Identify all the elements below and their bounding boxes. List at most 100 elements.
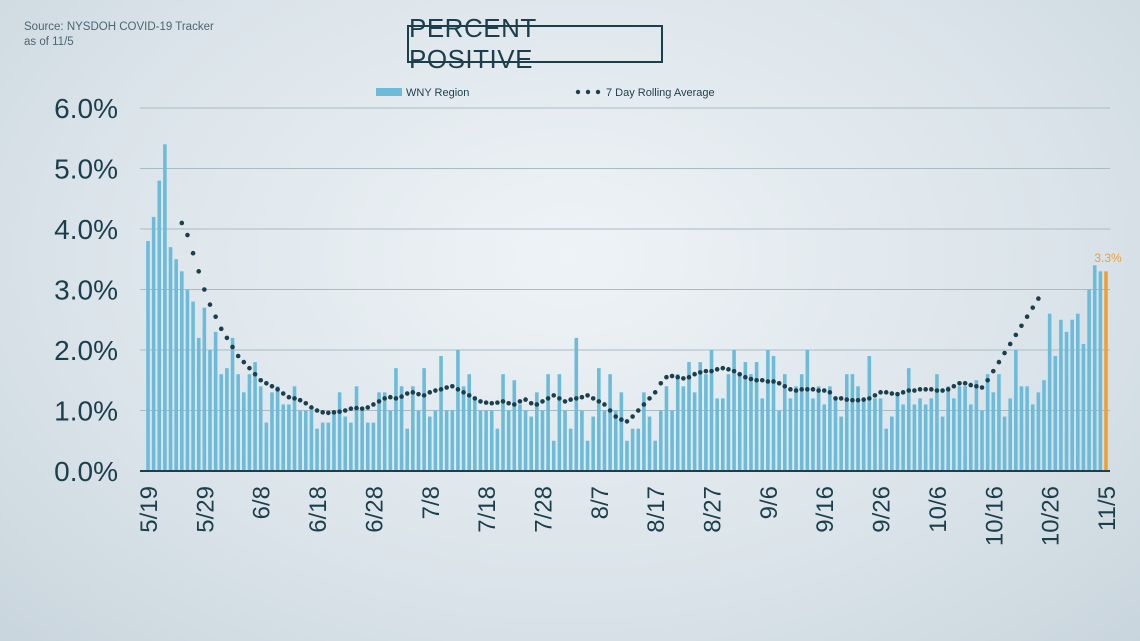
bar [613, 410, 618, 471]
bar [309, 410, 314, 471]
rolling-average-point [692, 371, 697, 377]
rolling-average-point [517, 399, 523, 404]
bar [630, 428, 635, 471]
bar [196, 337, 201, 471]
bar [912, 404, 917, 471]
rolling-average-point [1002, 350, 1007, 356]
bar [760, 398, 765, 471]
bar [506, 410, 511, 471]
rolling-average-point [675, 374, 681, 380]
rolling-average-point [703, 368, 709, 374]
rolling-average-point [534, 402, 540, 407]
y-tick-label: 0.0% [54, 456, 118, 487]
bar [805, 350, 810, 471]
bar [715, 398, 719, 471]
bar [382, 392, 387, 471]
bar [670, 410, 674, 471]
bar [732, 350, 736, 471]
bar [450, 410, 455, 471]
bar [1098, 271, 1103, 471]
x-tick-label: 10/6 [925, 486, 952, 533]
bar [901, 404, 905, 471]
bar [957, 386, 962, 471]
bar [1002, 416, 1007, 471]
bar [439, 356, 443, 471]
bar [1042, 380, 1046, 471]
rolling-average-point [805, 387, 810, 392]
x-tick-label: 7/28 [530, 486, 557, 533]
bar [535, 392, 539, 471]
rolling-average-point [833, 396, 838, 401]
rolling-average-point [635, 408, 641, 413]
rolling-average-point [511, 402, 517, 407]
bar [721, 398, 725, 471]
legend-label-wny: WNY Region [406, 87, 469, 99]
rolling-average-point [613, 414, 619, 419]
bar [692, 392, 697, 471]
legend: WNY Region 7 Day Rolling Average [376, 87, 715, 99]
rolling-average-point [714, 367, 720, 372]
rolling-average-point [331, 410, 337, 415]
bar [512, 380, 517, 471]
bar [242, 392, 246, 471]
x-tick-label: 9/16 [812, 486, 839, 533]
bar [580, 410, 584, 471]
rolling-average-point [303, 400, 309, 406]
rolling-average-point [765, 379, 771, 384]
bar [873, 398, 877, 471]
rolling-average-point [861, 397, 866, 402]
bar [833, 398, 838, 471]
bar [230, 337, 235, 471]
bar [726, 374, 731, 471]
bar [664, 386, 669, 471]
x-tick-label: 11/5 [1094, 486, 1121, 531]
gridlines [140, 107, 1110, 411]
rolling-average-point [292, 396, 297, 401]
rolling-average-point [968, 382, 974, 388]
bar [788, 398, 793, 471]
rolling-average-point [478, 399, 483, 404]
rolling-average-point [630, 414, 635, 419]
rolling-average-point [573, 396, 579, 401]
bar [568, 428, 573, 471]
bar [456, 350, 460, 471]
rolling-average-point [207, 302, 213, 307]
rolling-average-point [264, 380, 269, 386]
bar [647, 416, 652, 471]
rolling-average-point [247, 365, 252, 371]
bar [709, 350, 714, 471]
bar [163, 144, 167, 472]
rolling-average-point [697, 370, 703, 375]
bar [777, 410, 781, 471]
chart-title: PERCENT POSITIVE [409, 13, 537, 74]
bar [749, 374, 753, 471]
x-tick-label: 9/6 [756, 486, 783, 519]
rolling-average-point [624, 419, 630, 424]
bar [766, 350, 770, 471]
bar [794, 386, 798, 471]
rolling-average-point [737, 371, 743, 377]
chart-title-box: PERCENT POSITIVE [407, 13, 663, 74]
bar [1053, 356, 1058, 471]
bar [1064, 331, 1069, 471]
rolling-average-point [1007, 341, 1013, 347]
bar [839, 416, 843, 471]
rolling-average-point [500, 399, 506, 404]
rolling-average-point [218, 326, 224, 332]
rolling-average-point [985, 377, 990, 383]
rolling-average-point [258, 377, 264, 383]
rolling-average-point [444, 385, 449, 390]
bar [281, 404, 286, 471]
rolling-average-point [371, 402, 376, 407]
rolling-average-point [776, 380, 782, 386]
y-tick-label: 4.0% [54, 214, 118, 245]
rolling-average-point [399, 394, 404, 399]
rolling-average-point [658, 380, 664, 386]
rolling-average-point [962, 380, 968, 386]
bar [473, 398, 477, 471]
rolling-average-point [297, 397, 303, 403]
rolling-average-point [878, 390, 883, 395]
x-tick-label: 10/16 [981, 486, 1008, 546]
bar [518, 404, 522, 471]
bar [501, 374, 505, 471]
